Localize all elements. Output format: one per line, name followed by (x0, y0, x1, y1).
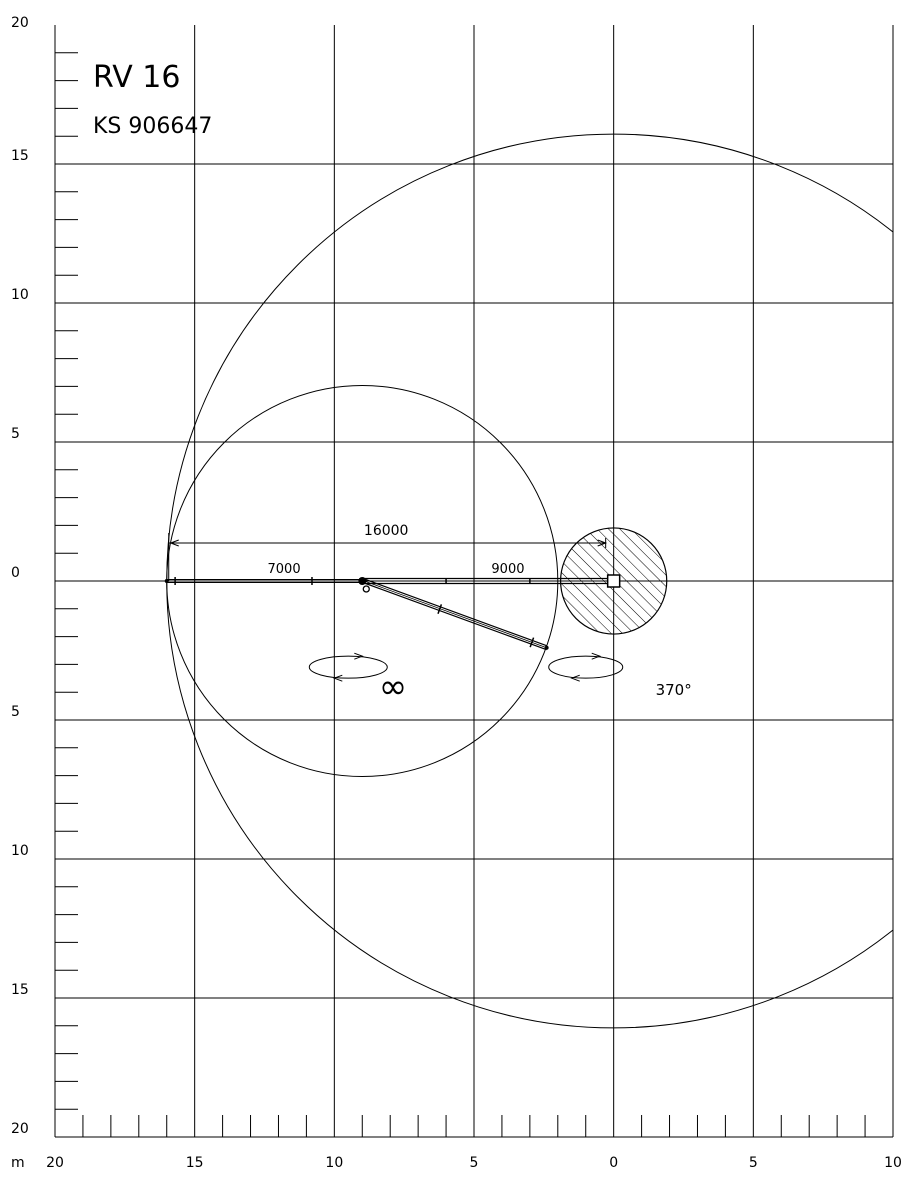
y-tick-label: 20 (11, 1121, 29, 1137)
x-tick-label: 10 (325, 1155, 343, 1171)
y-tick-label: 20 (11, 15, 29, 31)
x-tick-label: 5 (470, 1155, 479, 1171)
x-tick-label: 5 (749, 1155, 758, 1171)
x-tick-label: 0 (609, 1155, 618, 1171)
total-reach-label: 16000 (364, 523, 409, 539)
y-tick-label: 10 (11, 843, 29, 859)
second-arm-rotation-symbol: ∞ (308, 652, 407, 707)
second-arm (164, 577, 363, 585)
second-arm-tip (164, 579, 169, 583)
x-tick-label: 10 (884, 1155, 902, 1171)
y-tick-label: 10 (11, 287, 29, 303)
folded-arm-tick (437, 604, 443, 614)
folded-arm-line (364, 578, 547, 647)
y-tick-label: 5 (11, 426, 20, 442)
tick-labels: 20 15 10 5 0 5 10 20 15 10 5 0 5 10 15 20 (11, 15, 902, 1171)
folded-arm-line (364, 582, 547, 651)
arm-joint (358, 577, 367, 585)
first-arm (362, 577, 608, 585)
y-tick-label: 0 (11, 565, 20, 581)
y-tick-label: 15 (11, 148, 29, 164)
main-rotation-symbol: 370° (548, 652, 692, 699)
second-arm-folded (364, 578, 549, 651)
boom: 9000 7000 (164, 562, 608, 651)
folded-arm-line (364, 580, 547, 649)
minor-ticks (55, 52, 866, 1137)
model-title: RV 16 (93, 60, 180, 95)
second-arm-length-label: 7000 (268, 562, 301, 577)
model-code: KS 906647 (93, 114, 212, 139)
grid (55, 25, 893, 1137)
folded-arm-tip (544, 645, 549, 650)
y-tick-label: 15 (11, 982, 29, 998)
unit-label: m (11, 1155, 25, 1171)
crane-pivot (606, 574, 621, 588)
infinite-rotation-label: ∞ (379, 667, 407, 707)
arm-joint-hook (362, 585, 370, 593)
x-tick-label: 15 (186, 1155, 204, 1171)
first-arm-length-label: 9000 (491, 562, 524, 577)
folded-arm-tick (529, 637, 535, 648)
y-tick-label: 5 (11, 704, 20, 720)
x-tick-label: 20 (46, 1155, 64, 1171)
main-rotation-label: 370° (656, 681, 692, 699)
total-reach-dimension: 16000 (168, 523, 608, 581)
